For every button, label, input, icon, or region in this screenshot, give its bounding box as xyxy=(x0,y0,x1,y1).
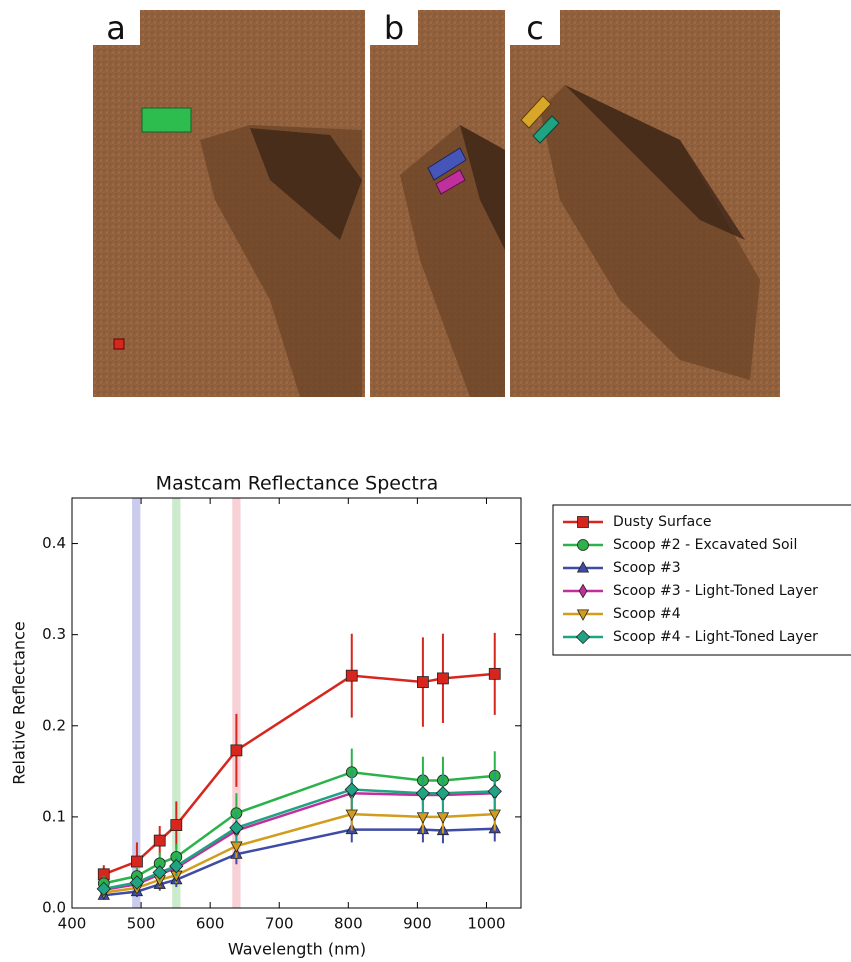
x-tick-label: 900 xyxy=(403,915,432,933)
marker xyxy=(131,856,142,867)
y-tick-label: 0.4 xyxy=(42,534,66,552)
marker xyxy=(154,835,165,846)
marker xyxy=(489,668,500,679)
legend-marker xyxy=(578,517,589,528)
legend-label: Scoop #3 xyxy=(613,560,681,576)
panel-label: a xyxy=(106,9,126,47)
photo-panels: a b c xyxy=(93,9,780,397)
x-tick-label: 600 xyxy=(196,915,225,933)
x-axis-label: Wavelength (nm) xyxy=(228,940,366,959)
marker xyxy=(231,745,242,756)
legend-label: Dusty Surface xyxy=(613,514,712,530)
x-tick-label: 500 xyxy=(127,915,156,933)
y-tick-label: 0.2 xyxy=(42,716,66,734)
marker xyxy=(346,670,357,681)
y-axis-label: Relative Reflectance xyxy=(10,621,29,784)
region-marker xyxy=(142,108,191,132)
x-tick-label: 800 xyxy=(334,915,363,933)
region-marker xyxy=(114,339,124,349)
legend-marker xyxy=(578,540,589,551)
marker xyxy=(437,673,448,684)
legend-label: Scoop #2 - Excavated Soil xyxy=(613,537,797,553)
panel-label: b xyxy=(384,9,404,47)
y-tick-label: 0.1 xyxy=(42,807,66,825)
y-tick-label: 0.3 xyxy=(42,625,66,643)
x-tick-label: 1000 xyxy=(467,915,505,933)
figure: a b c Mastcam Reflectance Spectra Wavele… xyxy=(0,0,851,962)
panel-label: c xyxy=(526,9,544,47)
marker xyxy=(171,820,182,831)
x-tick-label: 700 xyxy=(265,915,294,933)
x-tick-label: 400 xyxy=(58,915,87,933)
y-tick-label: 0.0 xyxy=(42,899,66,917)
marker xyxy=(417,677,428,688)
legend-label: Scoop #4 - Light-Toned Layer xyxy=(613,629,818,645)
legend-label: Scoop #3 - Light-Toned Layer xyxy=(613,583,818,599)
legend-label: Scoop #4 xyxy=(613,606,681,622)
chart-title: Mastcam Reflectance Spectra xyxy=(156,473,439,495)
